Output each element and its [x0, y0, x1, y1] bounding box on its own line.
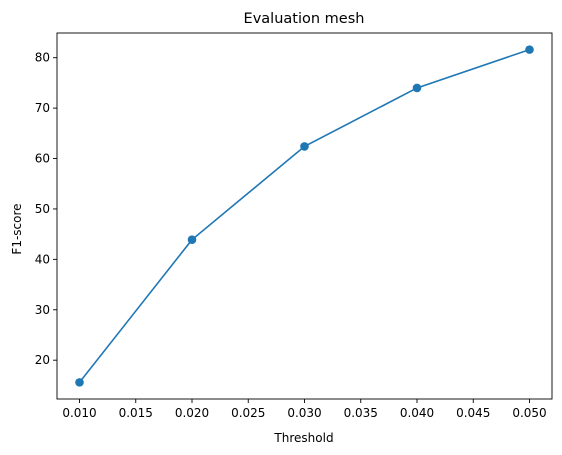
data-point [525, 45, 534, 54]
chart-title: Evaluation mesh [244, 11, 365, 27]
data-point [75, 378, 84, 387]
x-tick-label: 0.045 [456, 406, 490, 420]
y-tick-label: 40 [35, 252, 50, 266]
x-tick-label: 0.050 [512, 406, 546, 420]
y-tick-label: 70 [35, 101, 50, 115]
y-tick-label: 30 [35, 303, 50, 317]
x-axis-label: Threshold [273, 431, 333, 445]
y-tick-label: 60 [35, 152, 50, 166]
y-tick-label: 80 [35, 51, 50, 65]
x-tick-label: 0.010 [62, 406, 96, 420]
data-point [300, 142, 309, 151]
x-tick-label: 0.025 [231, 406, 265, 420]
y-tick-label: 20 [35, 353, 50, 367]
x-tick-label: 0.015 [119, 406, 153, 420]
x-tick-label: 0.040 [400, 406, 434, 420]
x-tick-label: 0.035 [344, 406, 378, 420]
data-point [412, 83, 422, 93]
series-line [78, 48, 530, 383]
data-point [187, 235, 197, 244]
x-tick-label: 0.020 [175, 406, 209, 420]
y-tick-label: 50 [35, 202, 50, 216]
x-tick-label: 0.030 [287, 406, 321, 420]
axes-frame [56, 32, 553, 400]
y-axis-label: F1-score [10, 203, 24, 254]
